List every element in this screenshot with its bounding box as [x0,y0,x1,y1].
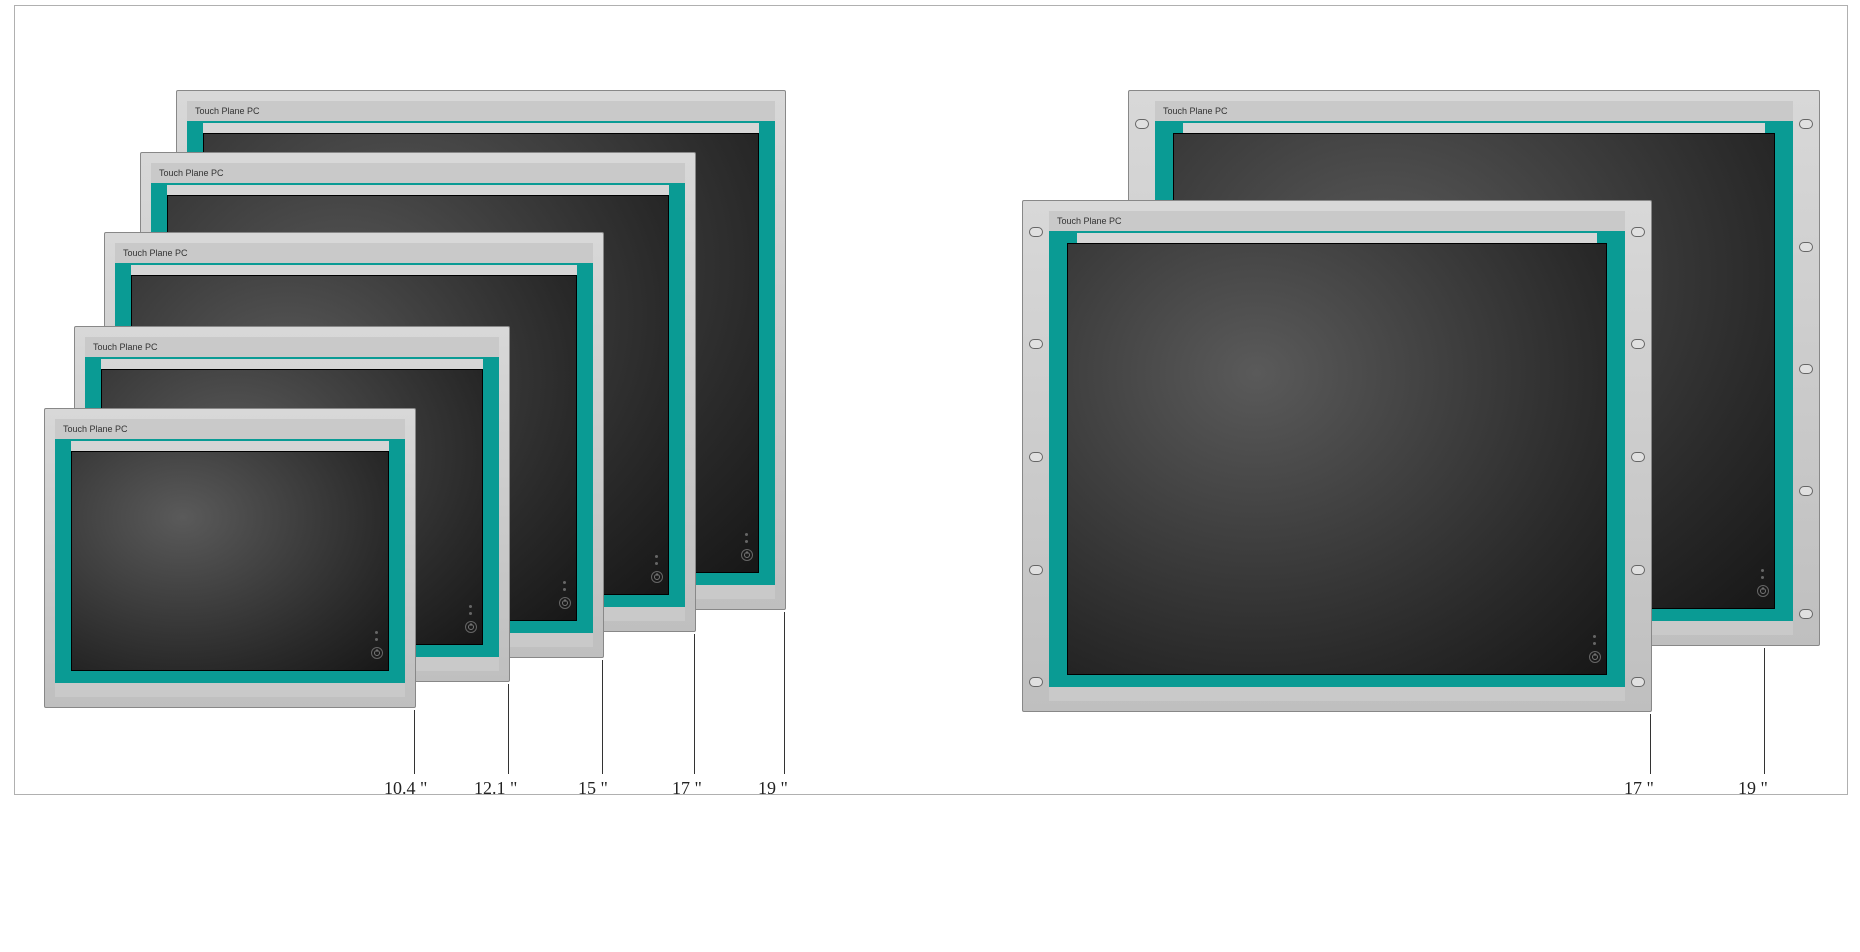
power-button[interactable] [559,597,571,609]
panel-header [1049,211,1625,233]
touch-panel: Touch Plane PC [44,408,416,708]
mount-hole [1029,452,1043,462]
mount-hole [1799,609,1813,619]
led-indicator [469,605,474,608]
power-icon [468,624,474,630]
panel-controls [738,533,756,561]
power-button[interactable] [651,571,663,583]
power-button[interactable] [1757,585,1769,597]
panel-brand-label: Touch Plane PC [1057,216,1122,226]
mount-hole [1799,119,1813,129]
led-indicator [375,631,380,634]
panel-controls [1586,635,1604,663]
mount-hole [1135,119,1149,129]
mount-hole [1631,227,1645,237]
mount-hole [1799,242,1813,252]
mount-hole [1029,339,1043,349]
led-indicator [655,562,660,565]
panel-header [151,163,685,185]
panel-brand-label: Touch Plane PC [159,168,224,178]
panel-brand-label: Touch Plane PC [63,424,128,434]
led-indicator [655,555,660,558]
panel-screen [71,451,389,671]
mount-hole [1799,486,1813,496]
led-indicator [1593,642,1598,645]
panel-brand-label: Touch Plane PC [195,106,260,116]
power-icon [374,650,380,656]
size-label: 17 " [1624,778,1654,799]
size-label: 10.4 " [384,778,427,799]
power-icon [654,574,660,580]
power-button[interactable] [371,647,383,659]
panel-controls [648,555,666,583]
power-button[interactable] [465,621,477,633]
led-indicator [1761,576,1766,579]
led-indicator [1593,635,1598,638]
panel-brand-label: Touch Plane PC [93,342,158,352]
panel-controls [1754,569,1772,597]
leader-line [1764,648,1765,774]
leader-line [784,612,785,774]
led-indicator [563,581,568,584]
size-label: 15 " [578,778,608,799]
power-button[interactable] [1589,651,1601,663]
mount-hole [1631,452,1645,462]
power-icon [562,600,568,606]
power-icon [744,552,750,558]
panel-controls [368,631,386,659]
mount-hole [1029,677,1043,687]
led-indicator [469,612,474,615]
leader-line [602,660,603,774]
leader-line [694,634,695,774]
mount-hole [1029,227,1043,237]
size-label: 19 " [758,778,788,799]
leader-line [414,710,415,774]
mount-hole [1799,364,1813,374]
leader-line [1650,714,1651,774]
power-icon [1760,588,1766,594]
size-label: 12.1 " [474,778,517,799]
power-button[interactable] [741,549,753,561]
led-indicator [1761,569,1766,572]
panel-controls [556,581,574,609]
mount-hole [1029,565,1043,575]
panel-screen [1067,243,1607,675]
led-indicator [375,638,380,641]
panel-header [1155,101,1793,123]
led-indicator [745,540,750,543]
mount-hole [1631,677,1645,687]
size-label: 17 " [672,778,702,799]
mount-hole [1631,565,1645,575]
panel-header [187,101,775,123]
panel-brand-label: Touch Plane PC [1163,106,1228,116]
panel-brand-label: Touch Plane PC [123,248,188,258]
led-indicator [563,588,568,591]
panel-controls [462,605,480,633]
led-indicator [745,533,750,536]
power-icon [1592,654,1598,660]
size-label: 19 " [1738,778,1768,799]
leader-line [508,684,509,774]
touch-panel: Touch Plane PC [1022,200,1652,712]
mount-hole [1631,339,1645,349]
